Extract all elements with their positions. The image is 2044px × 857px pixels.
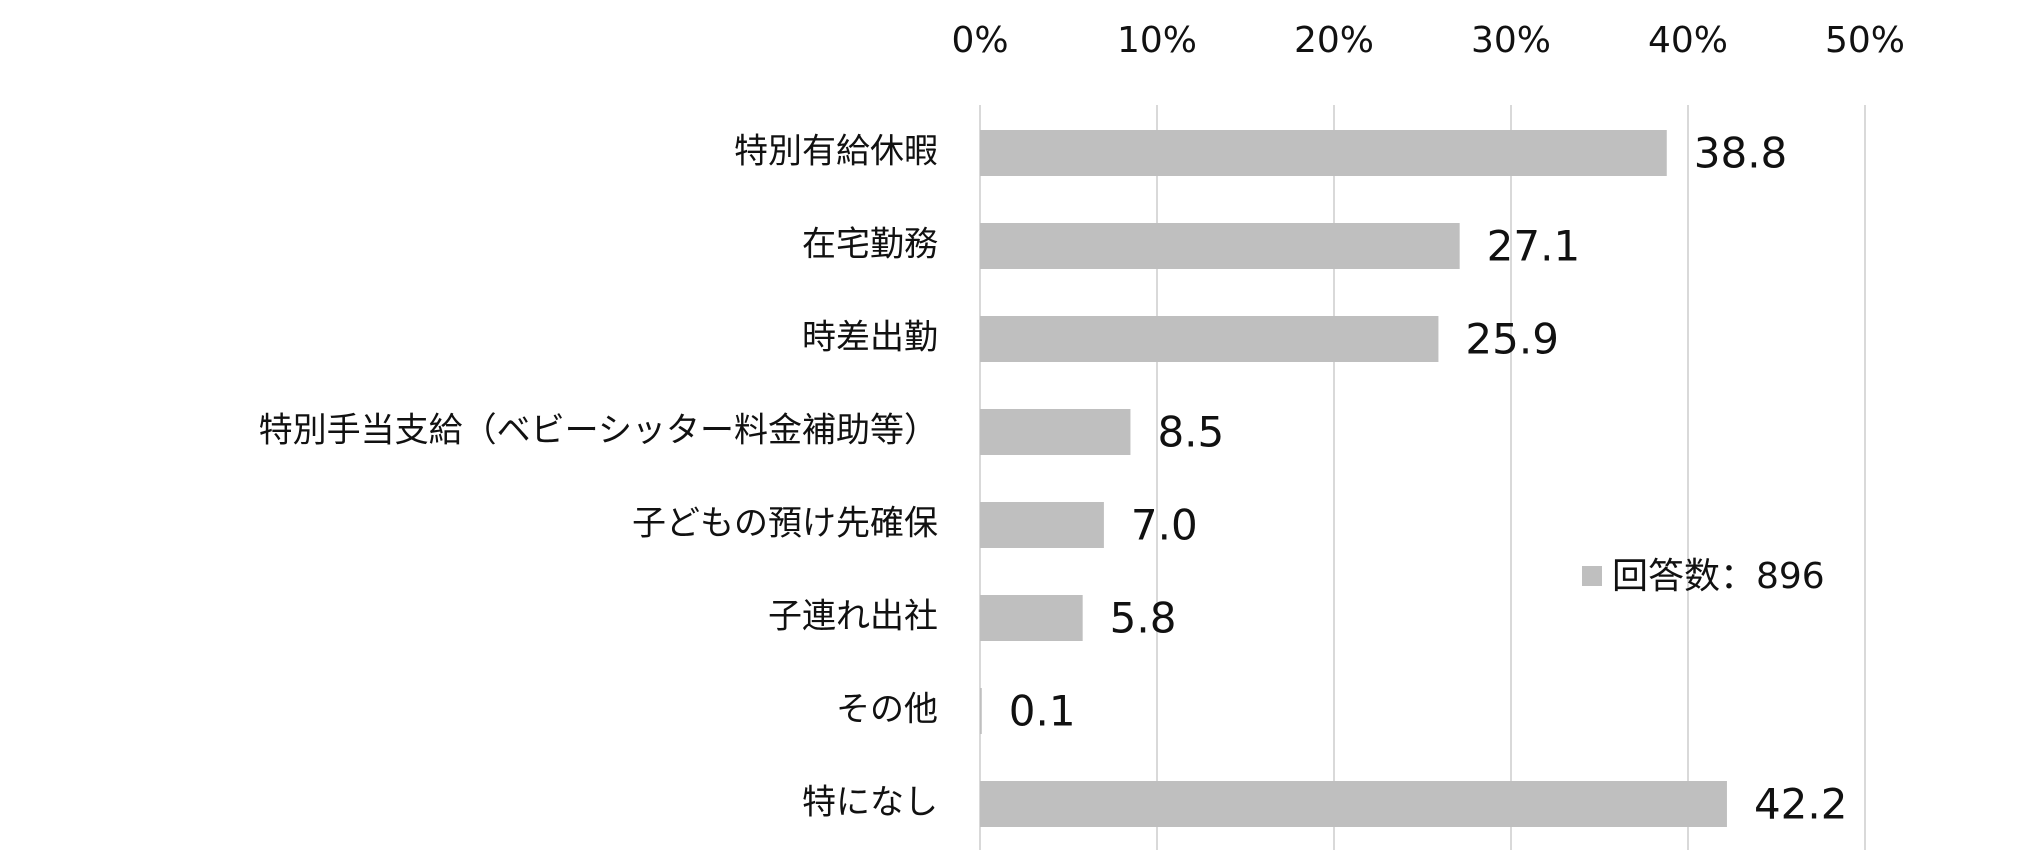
legend: 回答数：896 — [1582, 556, 1825, 597]
x-tick-label: 0% — [951, 20, 1008, 61]
x-tick-label: 30% — [1471, 20, 1551, 61]
bar — [980, 688, 982, 734]
legend-swatch — [1582, 566, 1602, 586]
data-label: 42.2 — [1754, 780, 1848, 829]
data-label: 5.8 — [1110, 594, 1177, 643]
bar — [980, 781, 1727, 827]
category-label: 在宅勤務 — [802, 225, 938, 265]
gridlines — [979, 105, 1866, 850]
bars — [980, 130, 1727, 827]
bar — [980, 595, 1083, 641]
bar — [980, 316, 1439, 362]
data-labels: 38.8 27.1 25.9 8.5 7.0 5.8 0.1 42.2 — [1009, 129, 1848, 829]
x-tick-label: 10% — [1117, 20, 1197, 61]
category-label: 特別手当支給（ベビーシッター料金補助等） — [259, 411, 938, 451]
data-label: 27.1 — [1487, 222, 1581, 271]
x-tick-label: 50% — [1825, 20, 1905, 61]
category-label: 子連れ出社 — [768, 597, 938, 637]
category-label: 時差出勤 — [802, 318, 938, 358]
x-axis-ticks: 0% 10% 20% 30% 40% 50% — [951, 20, 1905, 61]
legend-label: 回答数：896 — [1612, 556, 1825, 597]
bar — [980, 223, 1460, 269]
data-label: 38.8 — [1694, 129, 1788, 178]
bar — [980, 409, 1131, 455]
bar — [980, 502, 1104, 548]
category-label: 特別有給休暇 — [734, 132, 938, 172]
category-label: 子どもの預け先確保 — [632, 504, 938, 544]
data-label: 8.5 — [1157, 408, 1224, 457]
bar — [980, 130, 1667, 176]
category-label: その他 — [836, 690, 938, 730]
data-label: 7.0 — [1131, 501, 1198, 550]
data-label: 25.9 — [1465, 315, 1559, 364]
category-label: 特になし — [802, 783, 938, 823]
x-tick-label: 20% — [1294, 20, 1374, 61]
x-tick-label: 40% — [1648, 20, 1728, 61]
data-label: 0.1 — [1009, 687, 1076, 736]
